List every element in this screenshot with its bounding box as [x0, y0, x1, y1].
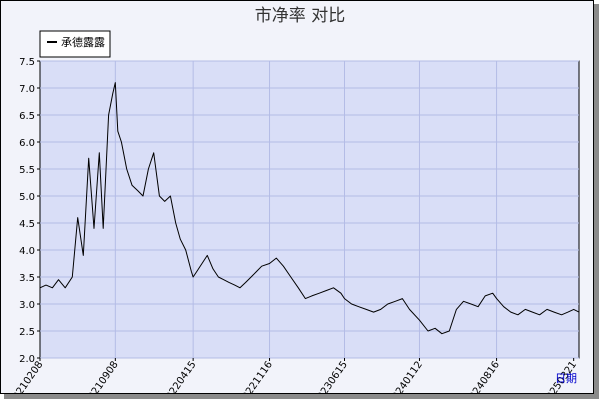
x-tick-label: 20221116	[237, 359, 275, 394]
frame-shadow-right	[594, 4, 599, 399]
y-tick-label: 5.5	[19, 165, 35, 176]
x-tick-label: 20240112	[387, 359, 425, 394]
y-tick-label: 4.5	[19, 219, 35, 230]
x-tick-label: 20220415	[160, 359, 198, 394]
chart-title: 市净率 对比	[255, 6, 345, 26]
legend-label: 承德露露	[61, 35, 105, 49]
y-tick-label: 3.0	[19, 300, 35, 311]
legend: 承德露露	[39, 30, 111, 58]
y-tick-label: 6.5	[19, 111, 35, 122]
x-axis-title: 日期	[555, 372, 577, 385]
y-tick-label: 7.5	[19, 57, 35, 68]
x-axis: 20210208 20210908 20220415 20221116 20230615…	[7, 358, 579, 394]
frame-shadow-bottom	[4, 394, 599, 399]
plot-area	[39, 60, 580, 359]
y-tick-label: 4.0	[19, 246, 35, 257]
pb-ratio-chart: 市净率 对比 2.0 2.5 3.0 3.5 4.0 4.5 5.0 5.5 6.0 6.5 7.0…	[7, 6, 580, 394]
legend-box	[39, 30, 111, 58]
y-tick-label: 5.0	[19, 192, 35, 203]
x-tick-label: 20210908	[83, 359, 121, 394]
y-tick-label: 3.5	[19, 273, 35, 284]
series-layer	[39, 82, 580, 335]
y-tick-label: 2.0	[19, 354, 35, 365]
x-tick-label: 20230615	[312, 359, 350, 394]
y-tick-label: 2.5	[19, 327, 35, 338]
y-axis: 2.0 2.5 3.0 3.5 4.0 4.5 5.0 5.5 6.0 6.5 7.0 7.5	[19, 57, 40, 365]
x-tick-label: 20240816	[464, 359, 502, 394]
y-tick-label: 6.0	[19, 138, 35, 149]
y-tick-label: 7.0	[19, 84, 35, 95]
grid	[40, 60, 579, 359]
series-line	[39, 82, 580, 335]
